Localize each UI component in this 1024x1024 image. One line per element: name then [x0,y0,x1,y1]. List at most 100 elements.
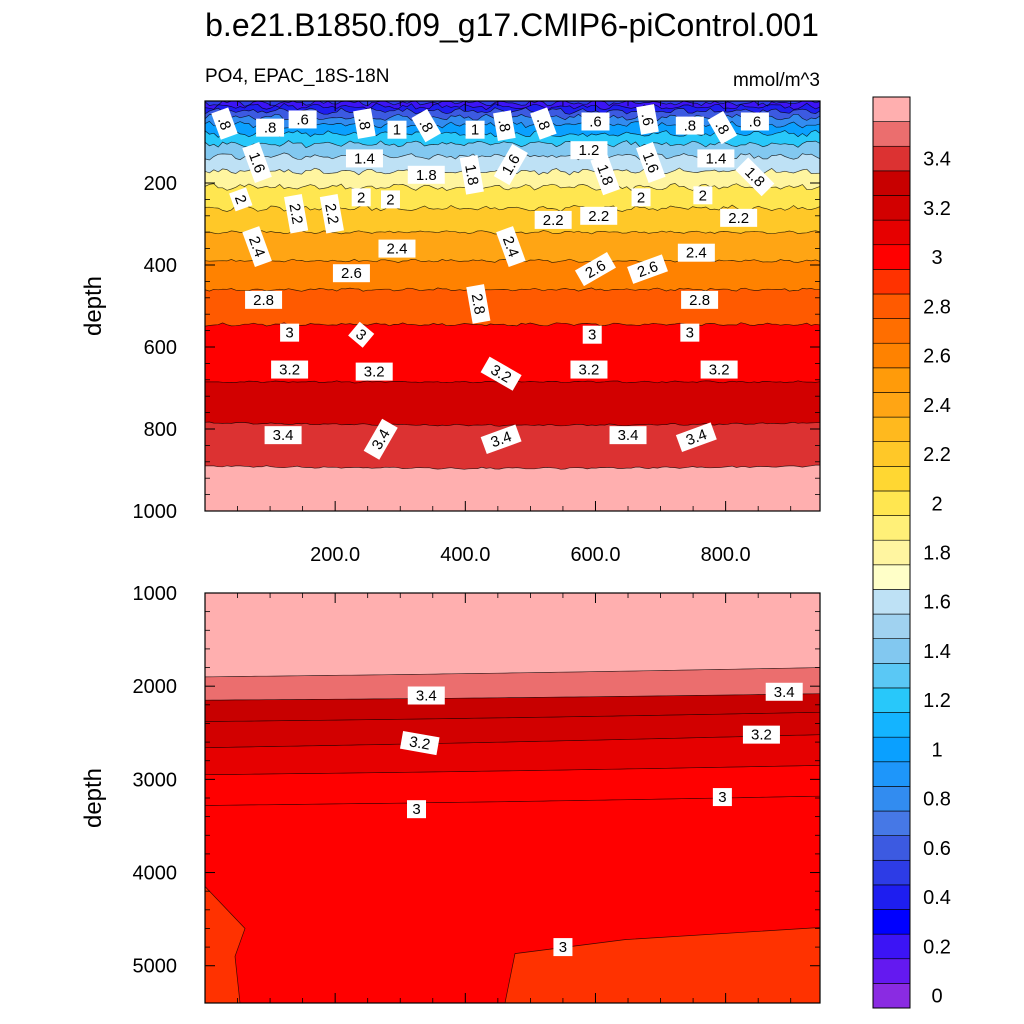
colorbar-swatch [872,367,911,393]
upper-contour-label-text: 1.8 [461,163,481,186]
upper-isoline-2.2 [205,204,820,212]
upper-contour-label-text: 2 [357,189,365,206]
upper-contour-label-text: 2.6 [635,258,660,281]
upper-contour-label-box [582,325,602,344]
lower-contour-label-text: 3 [412,801,420,818]
upper-contour-label: 2.4 [378,239,416,258]
upper-contour-label: 1.4 [345,149,383,168]
upper-contour-label-text: 2.8 [253,292,274,309]
colorbar-swatch [872,269,911,295]
lower-contour-label-box [765,682,803,701]
lower-y-tick-label: 3000 [133,769,178,791]
colorbar-swatch [872,638,911,664]
upper-contour-label-text: 2.2 [543,212,564,229]
colorbar-swatch [872,96,911,122]
colorbar-swatch [872,318,911,344]
colorbar-swatch [872,687,911,713]
upper-contour-label-box [590,154,621,196]
upper-contour-label-box [574,252,616,287]
upper-contour-label-text: 1.8 [416,167,437,184]
colorbar-tick-label: 2 [931,493,942,515]
colorbar-swatch [872,539,911,566]
upper-contour-label-box [284,193,309,234]
lower-contour-label: 3 [407,800,427,819]
lower-contour-label: 3 [553,938,573,957]
upper-contour-label-box [534,210,572,229]
upper-isoline-0.6 [205,107,820,116]
upper-contour-label: 2 [693,186,713,205]
upper-contour-label-text: 3.2 [279,362,300,379]
upper-isoline-3.6 [205,464,820,470]
upper-contour-label-box [380,190,400,209]
upper-contour-label: 3.2 [355,362,393,381]
upper-contour-label-box [280,323,300,342]
upper-contour-label-box [697,149,735,168]
upper-contour-label-box [677,243,715,262]
upper-contour-label-text: 3 [686,325,694,342]
upper-y-tick-label: 1000 [133,501,178,523]
colorbar-tick-label: 3.2 [923,198,951,220]
upper-contour-label-box [459,155,484,195]
upper-contour-label-text: .6 [589,114,602,131]
upper-contour-label-box [319,193,344,234]
upper-contour-label-text: 3.2 [709,362,730,379]
lower-contour-label-text: 3 [718,789,726,806]
upper-contour-label: 2.4 [677,243,715,262]
upper-contour-label-box [609,426,647,445]
upper-contour-label-box [680,323,700,342]
colorbar-swatch [872,195,911,221]
upper-contour-label: 2.4 [496,226,526,268]
upper-contour-label: .8 [493,110,516,141]
colorbar-tick-label: 1.4 [923,641,951,663]
colorbar-tick-label: 0.4 [923,887,951,909]
lower-contour-label-box [407,800,427,819]
lower-contour-label: 3.2 [399,730,440,756]
upper-contour-label-text: .8 [214,115,234,133]
upper-contour-label: 3 [680,323,700,342]
upper-contour-label-box [627,254,669,284]
upper-contour-label-text: 2.4 [499,234,522,259]
upper-contour-label-text: 2 [637,189,645,206]
upper-contour-label: .6 [636,104,659,135]
upper-contour-label-text: .8 [684,118,697,135]
colorbar-swatch [872,170,911,196]
upper-x-tick-label: 800.0 [701,544,751,566]
colorbar-tick-label: 1.8 [923,543,951,565]
colorbar: 0 0.2 0.4 0.6 0.8 1 1.2 1.4 1.6 1.8 2 2.2 2.4 2.6 2.8 3… [872,96,951,1009]
upper-contour-label-text: 3 [588,327,596,344]
lower-isoline-3.3 [205,711,820,722]
colorbar-swatch [872,293,911,319]
colorbar-tick-label: 1 [931,739,942,761]
lower-contour-label-box [407,686,445,705]
upper-contour-label: .8 [353,108,376,139]
upper-contour-label-box [348,321,375,348]
upper-contour-label-text: 2.4 [245,234,268,259]
upper-contour-label-text: .8 [494,118,513,133]
upper-contour-label: .8 [411,108,442,143]
upper-contour-label-box [256,118,285,137]
upper-contour-label: 2.2 [720,208,758,227]
upper-contour-label-box [480,356,522,391]
variable-label: PO4, EPAC_18S-18N [205,66,389,87]
lower-contour-label-box [742,725,780,744]
upper-x-tick-label: 200.0 [310,544,360,566]
upper-contour-label-text: 1 [471,122,479,139]
upper-contour-label: 3.2 [700,360,738,379]
colorbar-tick-label: 1.6 [923,592,951,614]
upper-contour-label-text: .6 [296,111,309,128]
lower-contour-label-text: 3 [559,939,567,956]
upper-contour-label: 3 [280,323,300,342]
upper-contour-label-box [530,107,557,140]
upper-contour-label-box [353,108,376,139]
colorbar-tick-label: 3.4 [923,149,951,171]
upper-contour-label-text: 3.4 [684,426,709,449]
colorbar-swatch [872,736,911,763]
colorbar-tick-label: 0.8 [923,789,951,811]
upper-contour-label-box [580,206,618,225]
upper-contour-label: 2 [351,188,371,207]
upper-contour-label: 2 [229,187,253,212]
upper-contour-label-box [229,187,253,212]
colorbar-tick-label: 1.2 [923,690,951,712]
upper-contour-label: 3.2 [570,360,608,379]
upper-contour-label: 2.4 [242,226,272,268]
